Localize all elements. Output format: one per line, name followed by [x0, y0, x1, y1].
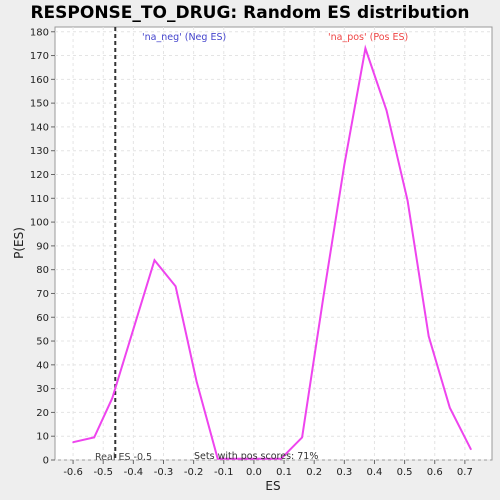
data-point [174, 285, 177, 288]
data-point [364, 47, 367, 50]
y-tick-label: 150 [30, 99, 49, 110]
y-tick-label: 170 [30, 51, 49, 62]
real-es-annotation: Real ES -0.5 [95, 452, 152, 463]
x-tick-label: 0.1 [276, 467, 292, 478]
x-tick-label: 0.0 [246, 467, 262, 478]
y-tick-label: 130 [30, 146, 49, 157]
x-tick-label: 0.4 [367, 467, 383, 478]
x-tick-label: 0.7 [457, 467, 473, 478]
sets-pos-scores-annotation: Sets with pos scores: 71% [194, 451, 318, 462]
data-point [406, 199, 409, 202]
y-axis-label: P(ES) [12, 227, 26, 259]
y-tick-label: 10 [36, 432, 49, 443]
data-point [470, 448, 472, 451]
x-axis: -0.6 -0.5 -0.4 -0.3 -0.2 -0.1 0.0 0.1 0.2 0.3 0.4 0… [63, 460, 473, 478]
data-point [322, 297, 325, 300]
x-tick-label: 0.2 [306, 467, 322, 478]
data-point [385, 109, 388, 112]
plot-area [54, 26, 493, 461]
neg-es-annotation: 'na_neg' (Neg ES) [142, 32, 226, 43]
grid-lines [55, 27, 492, 461]
y-tick-label: 80 [36, 265, 49, 276]
y-tick-label: 180 [30, 27, 49, 38]
x-tick-label: -0.5 [93, 467, 113, 478]
y-axis: 0 10 20 30 40 50 60 70 80 90 100 110 120 130 140 150 160… [30, 27, 55, 467]
x-tick-label: -0.1 [214, 467, 234, 478]
y-tick-label: 20 [36, 408, 49, 419]
pos-es-annotation: 'na_pos' (Pos ES) [328, 32, 408, 43]
data-point [72, 441, 74, 443]
x-tick-label: -0.4 [124, 467, 144, 478]
x-tick-label: 0.3 [336, 467, 352, 478]
data-point [111, 397, 114, 399]
y-tick-label: 40 [36, 360, 49, 371]
data-point [195, 380, 198, 383]
data-point [153, 259, 156, 261]
data-point [449, 406, 451, 409]
data-point [343, 164, 346, 166]
data-point [238, 458, 240, 460]
data-point [259, 458, 261, 460]
y-tick-label: 0 [43, 456, 49, 467]
x-tick-label: -0.6 [63, 467, 83, 478]
x-tick-label: -0.2 [184, 467, 204, 478]
y-tick-label: 60 [36, 313, 49, 324]
y-tick-label: 100 [30, 218, 49, 229]
x-tick-label: -0.3 [154, 467, 174, 478]
y-tick-label: 110 [30, 194, 49, 205]
data-point [280, 458, 282, 460]
data-point [216, 458, 219, 460]
series-points [72, 47, 472, 460]
series-line [72, 44, 472, 460]
y-tick-label: 140 [30, 122, 49, 133]
y-tick-label: 120 [30, 170, 49, 181]
y-tick-label: 160 [30, 75, 49, 86]
x-tick-label: 0.5 [397, 467, 413, 478]
data-point [301, 436, 303, 439]
y-tick-label: 90 [36, 241, 49, 252]
y-tick-label: 30 [36, 384, 49, 395]
y-tick-label: 50 [36, 337, 49, 348]
chart-title: RESPONSE_TO_DRUG: Random ES distribution [30, 3, 469, 23]
data-point [427, 335, 430, 338]
x-tick-label: 0.6 [427, 467, 443, 478]
data-point [132, 328, 135, 330]
y-tick-label: 70 [36, 289, 49, 300]
data-point [93, 436, 95, 439]
x-axis-label: ES [265, 479, 280, 493]
